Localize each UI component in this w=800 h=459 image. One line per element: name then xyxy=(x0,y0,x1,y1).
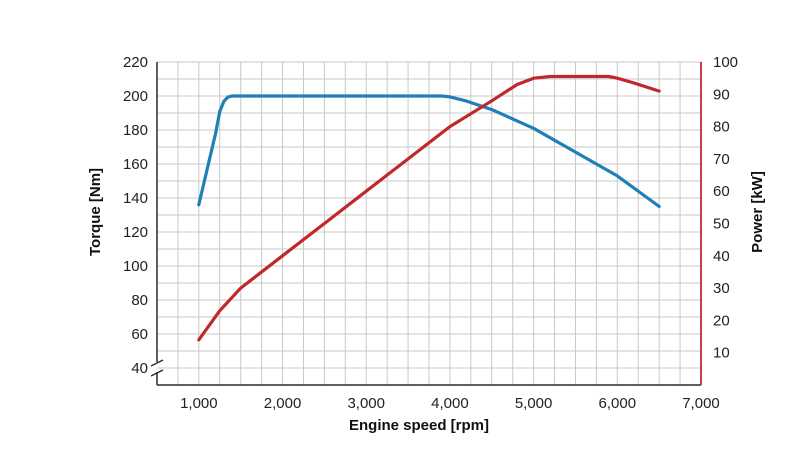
y-tick-label-right: 70 xyxy=(713,151,730,168)
x-tick-label: 7,000 xyxy=(682,395,720,412)
y-tick-label-right: 60 xyxy=(713,183,730,200)
y-axis-right-title: Power [kW] xyxy=(749,171,766,253)
torque-line xyxy=(197,94,661,209)
y-tick-label-left: 40 xyxy=(131,360,148,377)
y-tick-label-left: 120 xyxy=(123,224,148,241)
y-tick-label-left: 160 xyxy=(123,156,148,173)
power-line xyxy=(197,74,661,342)
y-tick-label-right: 20 xyxy=(713,312,730,329)
axis-break-mark xyxy=(150,359,164,367)
x-tick-label: 5,000 xyxy=(515,395,553,412)
x-tick-label: 2,000 xyxy=(264,395,302,412)
y-tick-label-left: 200 xyxy=(123,88,148,105)
y-tick-label-left: 60 xyxy=(131,326,148,343)
y-tick-label-right: 100 xyxy=(713,54,738,71)
x-tick-label: 6,000 xyxy=(599,395,637,412)
y-tick-label-left: 100 xyxy=(123,258,148,275)
x-axis-title: Engine speed [rpm] xyxy=(349,417,489,434)
y-tick-label-right: 80 xyxy=(713,119,730,136)
axes xyxy=(150,62,702,386)
y-tick-label-left: 220 xyxy=(123,54,148,71)
y-tick-label-left: 180 xyxy=(123,122,148,139)
series-lines xyxy=(197,74,661,342)
y-tick-label-right: 50 xyxy=(713,216,730,233)
x-tick-label: 4,000 xyxy=(431,395,469,412)
grid xyxy=(157,61,701,385)
y-tick-label-right: 90 xyxy=(713,86,730,103)
y-tick-label-left: 140 xyxy=(123,190,148,207)
y-axis-left-title: Torque [Nm] xyxy=(87,168,104,256)
tick-labels: 1,000 2,000 3,000 4,000 5,000 6,000 7,000 40 60 8… xyxy=(123,54,738,412)
y-tick-label-left: 80 xyxy=(131,292,148,309)
x-tick-label: 1,000 xyxy=(180,395,218,412)
y-tick-label-right: 40 xyxy=(713,248,730,265)
y-tick-label-right: 10 xyxy=(713,345,730,362)
axis-break-mark xyxy=(150,369,164,377)
x-tick-label: 3,000 xyxy=(347,395,385,412)
y-tick-label-right: 30 xyxy=(713,280,730,297)
